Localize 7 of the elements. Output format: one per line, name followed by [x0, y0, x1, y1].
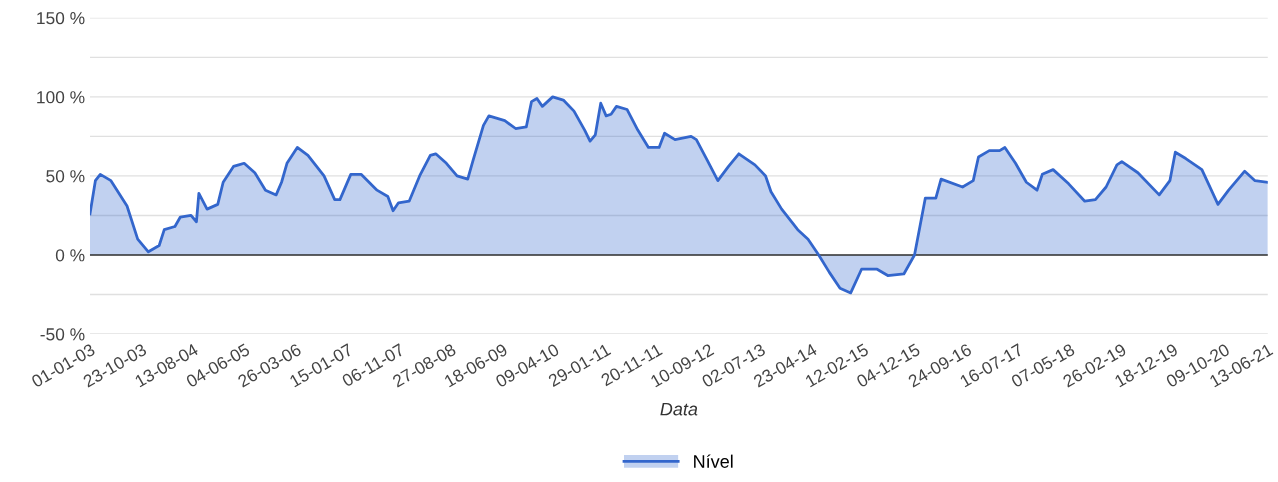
x-axis-title: Data — [660, 402, 698, 416]
y-tick-label: 50 % — [46, 170, 85, 183]
y-tick-label: 100 % — [37, 91, 85, 104]
y-tick-label: 150 % — [37, 12, 85, 25]
y-tick-label: 0 % — [55, 249, 85, 262]
y-tick-label: -50 % — [40, 328, 85, 341]
legend-label: Nível — [694, 454, 733, 468]
